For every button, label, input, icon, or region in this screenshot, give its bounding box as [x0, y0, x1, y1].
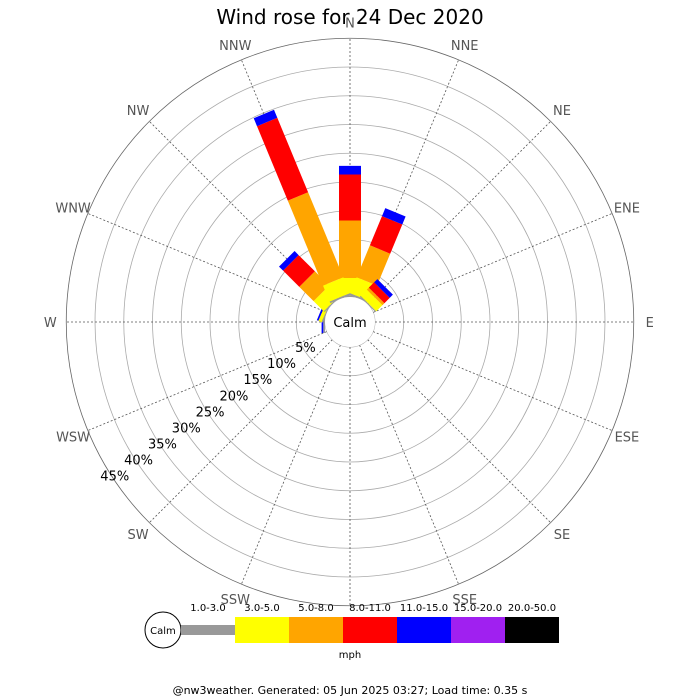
direction-label-nw: NW: [127, 104, 150, 119]
radial-label-15: 15%: [243, 373, 272, 388]
legend-label-5: 15.0-20.0: [454, 603, 502, 614]
bar-ne-bin-3: [368, 282, 390, 304]
direction-label-wsw: WSW: [56, 431, 90, 446]
legend-label-2: 5.0-8.0: [298, 603, 333, 614]
spoke-wsw: [87, 331, 328, 431]
calm-circle: [325, 297, 375, 347]
radial-label-35: 35%: [148, 438, 177, 453]
bar-n-bin-4: [339, 165, 361, 175]
spoke-sse: [359, 344, 459, 585]
bar-nw-bin-4: [279, 251, 299, 271]
direction-label-sw: SW: [127, 528, 148, 543]
spoke-sw: [149, 339, 333, 523]
direction-label-ne: NE: [553, 104, 571, 119]
legend: Calm mph 1.0-3.0 3.0-5.0 5.0-8.0 8.0-11.0 11…: [144, 603, 559, 661]
bar-ne-bin-2: [366, 287, 385, 306]
chart-title: Wind rose for 24 Dec 2020: [216, 5, 483, 29]
radial-label-25: 25%: [196, 405, 225, 420]
legend-swatch-1: [235, 617, 289, 643]
bar-ne-bin-1: [360, 289, 383, 312]
radial-label-10: 10%: [267, 357, 296, 372]
bar-nnw-bin-0: [329, 293, 351, 304]
direction-label-n: N: [345, 16, 355, 31]
axis-labels: NNNENEENEEESESESSESSSWSWWSWWWNWNWNNW5%10…: [44, 16, 654, 631]
direction-label-se: SE: [554, 528, 570, 543]
bar-ne-bin-0: [359, 295, 377, 313]
direction-label-ese: ESE: [615, 431, 640, 446]
legend-swatch-0: [181, 625, 235, 635]
legend-label-1: 3.0-5.0: [244, 603, 279, 614]
direction-label-sse: SSE: [452, 593, 477, 608]
spoke-ssw: [241, 344, 341, 585]
bar-nne-bin-3: [369, 216, 403, 254]
legend-label-0: 1.0-3.0: [190, 603, 225, 614]
bar-nw-bin-3: [283, 255, 315, 287]
bar-nnw-bin-1: [323, 277, 350, 302]
legend-calm-label: Calm: [150, 626, 176, 637]
bar-ne-bin-4: [374, 279, 393, 298]
direction-label-ssw: SSW: [221, 593, 251, 608]
radial-label-5: 5%: [295, 341, 316, 356]
legend-unit-label: mph: [339, 650, 361, 661]
legend-label-6: 20.0-50.0: [508, 603, 556, 614]
direction-label-nne: NNE: [451, 39, 479, 54]
legend-swatch-2: [289, 617, 343, 643]
spoke-ene: [372, 213, 613, 313]
bar-nnw-bin-3: [257, 117, 309, 201]
direction-label-e: E: [646, 316, 654, 331]
spoke-wnw: [87, 213, 328, 313]
radial-label-45: 45%: [100, 470, 129, 485]
bar-n-bin-3: [339, 174, 361, 221]
radial-label-30: 30%: [172, 421, 201, 436]
footer-text: @nw3weather. Generated: 05 Jun 2025 03:2…: [173, 684, 528, 697]
spoke-nw: [149, 121, 333, 305]
direction-label-nnw: NNW: [219, 39, 251, 54]
bar-nnw-bin-4: [253, 109, 278, 127]
direction-label-wnw: WNW: [55, 201, 91, 216]
bar-nne-bin-2: [356, 245, 391, 286]
wind-bars: [253, 109, 406, 333]
direction-label-ene: ENE: [614, 201, 640, 216]
direction-label-w: W: [44, 316, 57, 331]
legend-label-3: 8.0-11.0: [349, 603, 391, 614]
legend-swatch-3: [343, 617, 397, 643]
spoke-nne: [359, 59, 459, 300]
spoke-ne: [367, 121, 551, 305]
radial-label-20: 20%: [219, 389, 248, 404]
spoke-se: [367, 339, 551, 523]
grid-circle: [65, 37, 635, 607]
spoke-ese: [372, 331, 613, 431]
legend-swatch-5: [451, 617, 505, 643]
bar-nnw-bin-2: [287, 192, 344, 286]
grid-circle: [180, 152, 520, 492]
legend-swatch-4: [397, 617, 451, 643]
calm-center: Calm: [325, 297, 375, 347]
calm-label: Calm: [333, 316, 366, 331]
legend-swatch-6: [505, 617, 559, 643]
legend-label-4: 11.0-15.0: [400, 603, 448, 614]
bar-n-bin-2: [339, 220, 361, 278]
radial-label-40: 40%: [124, 454, 153, 469]
bar-nne-bin-4: [382, 208, 406, 225]
